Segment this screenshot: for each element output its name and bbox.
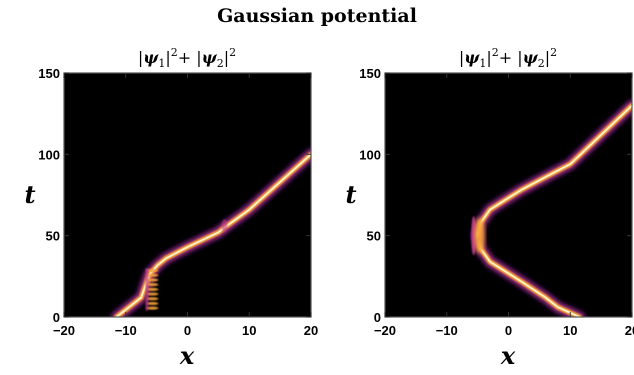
x-axis-label: x: [500, 341, 516, 370]
fringe: [146, 273, 159, 277]
x-tick-label: −20: [53, 323, 75, 338]
fringe-band: [145, 268, 149, 311]
x-tick-label: −10: [115, 323, 137, 338]
y-tick-label: 50: [46, 229, 60, 244]
y-tick-label: 50: [367, 229, 381, 244]
x-tick-label: 0: [505, 323, 512, 338]
y-ticks: 0 50 100 150: [38, 66, 311, 325]
fringe: [146, 278, 159, 282]
x-tick-label: 20: [304, 323, 318, 338]
y-tick-label: 0: [53, 310, 60, 325]
y-axis-label: t: [345, 180, 356, 209]
x-ticks: −20 −10 0 10 20: [374, 73, 634, 338]
fringe: [146, 287, 159, 291]
fringe: [146, 292, 159, 296]
fringe: [146, 268, 159, 273]
fringe: [146, 306, 159, 310]
panel-title: |ψ1|2+ |ψ2|2: [138, 46, 236, 70]
density-layer: [470, 98, 632, 317]
x-tick-label: 20: [625, 323, 634, 338]
panel-right: |ψ1|2+ |ψ2|2 −20 −10 0 10 20 0 50 100 150 x t: [345, 46, 634, 370]
y-tick-label: 150: [38, 66, 60, 81]
density-layer: [109, 147, 311, 317]
panel-left: |ψ1|2+ |ψ2|2 −20 −10 0 10 20 0 50 100 150 x t: [24, 46, 318, 370]
y-tick-label: 100: [38, 147, 60, 162]
y-tick-label: 100: [359, 147, 381, 162]
x-tick-label: 10: [242, 323, 256, 338]
x-tick-label: 0: [184, 323, 191, 338]
turning-glow: [474, 217, 485, 254]
y-ticks: 0 50 100 150: [359, 66, 632, 325]
x-tick-label: 10: [563, 323, 577, 338]
density-track-3: [115, 153, 311, 317]
x-tick-label: −20: [374, 323, 396, 338]
x-axis-label: x: [179, 341, 195, 370]
x-ticks: −20 −10 0 10 20: [53, 73, 318, 338]
fringe: [146, 301, 159, 306]
panel-title: |ψ1|2+ |ψ2|2: [459, 46, 557, 70]
y-axis-label: t: [24, 180, 35, 209]
fringe: [146, 297, 159, 301]
turning-edge: [471, 216, 477, 256]
transit-feature: [221, 219, 228, 233]
y-tick-label: 0: [374, 310, 381, 325]
figure-title: Gaussian potential: [217, 5, 417, 27]
fringe: [146, 283, 159, 287]
x-tick-label: −10: [436, 323, 458, 338]
y-tick-label: 150: [359, 66, 381, 81]
